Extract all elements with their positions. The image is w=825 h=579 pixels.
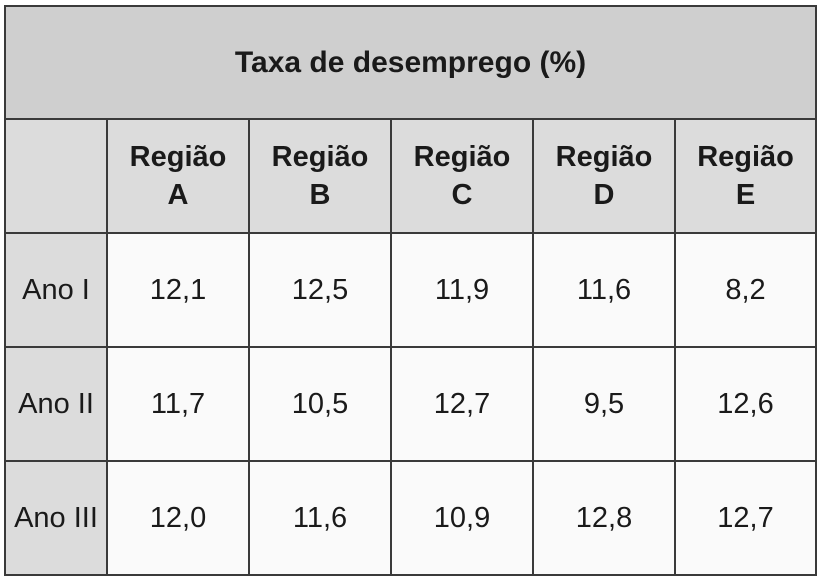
- cell: 12,0: [106, 460, 250, 576]
- column-header-text: Região E: [697, 141, 794, 211]
- table-row: Ano I 12,1 12,5 11,9 11,6 8,2: [4, 232, 818, 348]
- cell: 9,5: [532, 346, 676, 462]
- cell: 10,5: [248, 346, 392, 462]
- column-header: Região A: [106, 118, 250, 234]
- cell: 12,5: [248, 232, 392, 348]
- column-header-text: Região B: [271, 141, 369, 211]
- cell: 12,7: [673, 460, 818, 576]
- table-title: Taxa de desemprego (%): [3, 5, 818, 120]
- row-label: Ano I: [4, 232, 108, 348]
- cell: 11,6: [248, 460, 392, 576]
- cell: 11,6: [532, 232, 676, 348]
- column-header-text: Região D: [555, 141, 653, 211]
- table-row: Ano II 11,7 10,5 12,7 9,5 12,6: [4, 346, 818, 462]
- column-header: Região D: [532, 118, 676, 234]
- cell: 12,8: [532, 460, 676, 576]
- column-header-text: Região A: [129, 141, 227, 211]
- cell: 12,1: [106, 232, 250, 348]
- cell: 8,2: [673, 232, 818, 348]
- column-header: Região E: [673, 118, 818, 234]
- corner-cell: [4, 118, 108, 234]
- column-header: Região B: [248, 118, 392, 234]
- row-label: Ano II: [4, 346, 108, 462]
- column-header-text: Região C: [413, 141, 511, 211]
- cell: 12,7: [390, 346, 534, 462]
- table-row: Ano III 12,0 11,6 10,9 12,8 12,7: [4, 460, 818, 576]
- cell: 11,9: [390, 232, 534, 348]
- cell: 11,7: [106, 346, 250, 462]
- unemployment-table: Taxa de desemprego (%) Região A Região B R…: [3, 5, 818, 576]
- cell: 10,9: [390, 460, 534, 576]
- cell: 12,6: [673, 346, 818, 462]
- row-label: Ano III: [4, 460, 108, 576]
- column-header: Região C: [390, 118, 534, 234]
